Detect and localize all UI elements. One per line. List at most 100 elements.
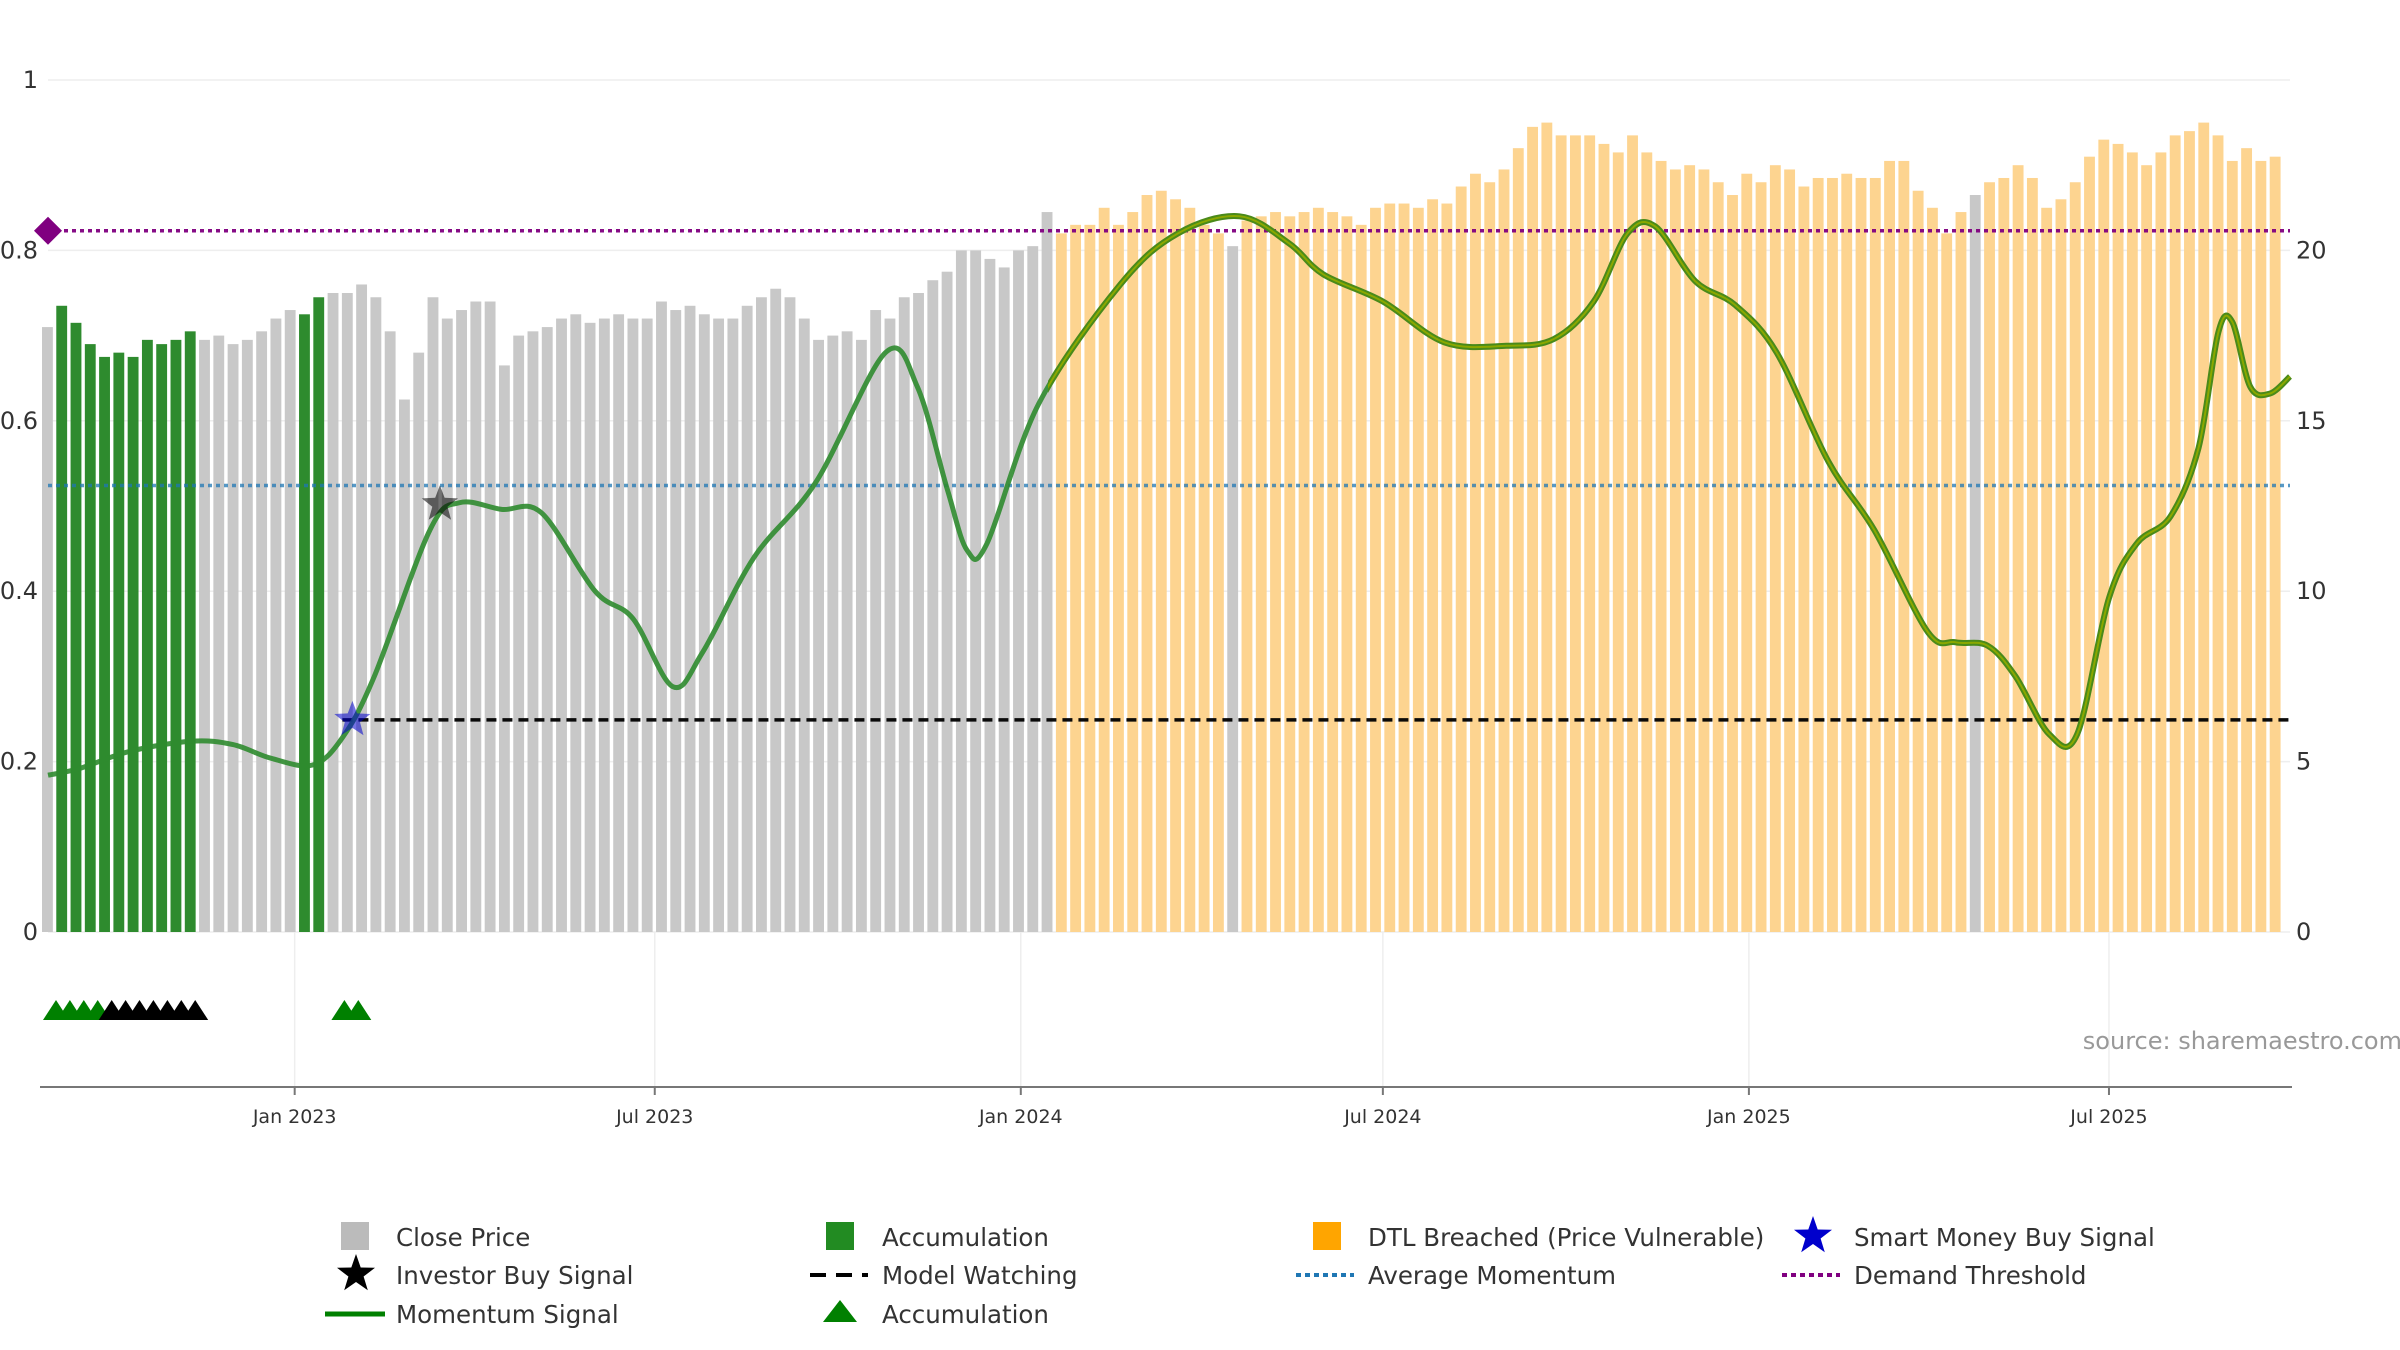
signal-markers — [34, 216, 458, 1020]
price-bar-close — [556, 318, 567, 932]
price-bar-dtl_breached — [2269, 156, 2281, 932]
price-bar-close — [641, 318, 653, 932]
left-axis-ticks: 0 0.2 0.4 0.6 0.8 1 — [0, 66, 38, 946]
price-bar-accumulation — [170, 339, 182, 932]
date-tick-label: Jul 2023 — [615, 1106, 693, 1128]
legend-item-dtl-breached: DTL Breached (Price Vulnerable) — [1313, 1222, 1764, 1252]
price-bar-close — [855, 339, 867, 932]
price-bar-dtl_breached — [1312, 207, 1324, 933]
left-axis-tick-label: 0.6 — [0, 407, 38, 435]
legend-label-smart-money-buy-signal: Smart Money Buy Signal — [1854, 1223, 2155, 1252]
price-bar-accumulation — [141, 339, 153, 932]
date-tick-label: Jan 2024 — [978, 1106, 1063, 1128]
price-bar-dtl_breached — [2169, 135, 2181, 932]
left-axis-tick-label: 1 — [23, 66, 38, 94]
legend-label-momentum-signal: Momentum Signal — [396, 1300, 619, 1329]
legend-label-accumulation: Accumulation — [882, 1223, 1049, 1252]
price-bar-close — [913, 293, 924, 932]
price-bar-dtl_breached — [2212, 135, 2224, 932]
price-bar-dtl_breached — [1198, 224, 1210, 933]
price-bar-dtl_breached — [1298, 212, 1310, 932]
price-bar-dtl_breached — [1412, 207, 1424, 933]
legend-label-close-price: Close Price — [396, 1223, 530, 1252]
price-bar-close — [984, 258, 996, 932]
price-bar-dtl_breached — [2069, 182, 2081, 933]
legend-swatch-close-price — [341, 1222, 369, 1250]
price-bar-close — [884, 318, 896, 932]
price-bar-dtl_breached — [1998, 177, 2010, 933]
price-bar-dtl_breached — [2226, 160, 2238, 932]
price-bar-dtl_breached — [1784, 169, 1796, 932]
price-bar-dtl_breached — [2098, 139, 2110, 932]
price-bar-close — [1027, 246, 1039, 932]
price-bar-dtl_breached — [1284, 216, 1296, 932]
price-bar-accumulation — [84, 344, 96, 932]
price-bar-close — [413, 352, 425, 932]
price-bar-dtl_breached — [1869, 177, 1881, 933]
price-bar-dtl_breached — [1698, 169, 1710, 932]
price-bar-dtl_breached — [1055, 233, 1067, 933]
price-bar-close — [898, 297, 910, 932]
price-bar-dtl_breached — [2084, 156, 2095, 932]
price-bar-dtl_breached — [1427, 199, 1439, 932]
legend-swatch-dtl-breached — [1313, 1222, 1341, 1250]
left-axis-tick-label: 0.2 — [0, 748, 38, 776]
legend-item-investor-buy-signal: Investor Buy Signal — [337, 1254, 633, 1291]
legend-item-accumulation-triangle: Accumulation — [823, 1300, 1049, 1329]
price-bar-dtl_breached — [1541, 122, 1553, 933]
legend-item-average-momentum: Average Momentum — [1296, 1261, 1616, 1290]
price-bar-close — [756, 297, 767, 932]
price-bar-close — [798, 318, 810, 932]
price-bar-close — [241, 339, 253, 932]
price-bar-dtl_breached — [1984, 182, 1995, 933]
price-bar-close — [998, 267, 1010, 932]
right-axis-tick-label: 5 — [2296, 748, 2311, 776]
price-bar-dtl_breached — [1555, 135, 1567, 932]
price-bar-close — [284, 310, 296, 932]
price-bar-close — [613, 314, 625, 932]
price-bar-close — [727, 318, 739, 932]
price-bar-dtl_breached — [1498, 169, 1510, 932]
price-bar-close — [1013, 250, 1024, 932]
price-bar-dtl_breached — [1727, 195, 1738, 932]
price-bar-dtl_breached — [1084, 224, 1096, 933]
price-bar-close — [784, 297, 796, 932]
price-bar-dtl_breached — [1070, 224, 1082, 933]
price-bar-close — [584, 322, 596, 932]
price-bar-accumulation — [299, 314, 310, 932]
price-bar-dtl_breached — [2026, 177, 2038, 933]
legend-label-investor-buy-signal: Investor Buy Signal — [396, 1261, 633, 1290]
legend-label-accumulation-triangle: Accumulation — [882, 1300, 1049, 1329]
price-bar-close — [199, 339, 210, 932]
price-bar-dtl_breached — [1569, 135, 1581, 932]
price-bar-dtl_breached — [1612, 152, 1624, 933]
momentum-line — [47, 213, 2293, 778]
price-bar-dtl_breached — [1941, 233, 1953, 933]
source-label: source: sharemaestro.com — [2083, 1027, 2400, 1055]
price-bar-close — [541, 327, 553, 933]
legend-label-dtl-breached: DTL Breached (Price Vulnerable) — [1368, 1223, 1764, 1252]
legend-item-accumulation: Accumulation — [826, 1222, 1049, 1252]
price-bar-close — [741, 305, 753, 932]
right-axis-tick-label: 10 — [2296, 577, 2327, 605]
blue-star-icon — [1794, 1216, 1832, 1253]
price-bar-accumulation — [313, 297, 325, 932]
legend-item-demand-threshold: Demand Threshold — [1782, 1261, 2086, 1290]
price-bar-dtl_breached — [1455, 186, 1467, 932]
price-bar-dtl_breached — [1641, 152, 1653, 933]
price-bar-close — [827, 335, 839, 933]
price-bar-close — [399, 399, 410, 932]
date-tick-label: Jan 2023 — [252, 1106, 337, 1128]
price-bar-dtl_breached — [1755, 182, 1767, 933]
price-bar-accumulation — [70, 322, 82, 932]
reference-lines — [48, 229, 2290, 722]
price-bar-dtl_breached — [2241, 148, 2253, 932]
price-bar-dtl_breached — [1627, 135, 1638, 932]
price-bar-dtl_breached — [1827, 177, 1838, 933]
triangle-marker — [182, 1000, 209, 1020]
price-bars — [42, 122, 2281, 933]
price-bar-dtl_breached — [1212, 233, 1224, 933]
price-bar-dtl_breached — [1598, 143, 1610, 932]
date-tick-label: Jul 2025 — [2069, 1106, 2147, 1128]
price-bar-dtl_breached — [1241, 220, 1253, 932]
